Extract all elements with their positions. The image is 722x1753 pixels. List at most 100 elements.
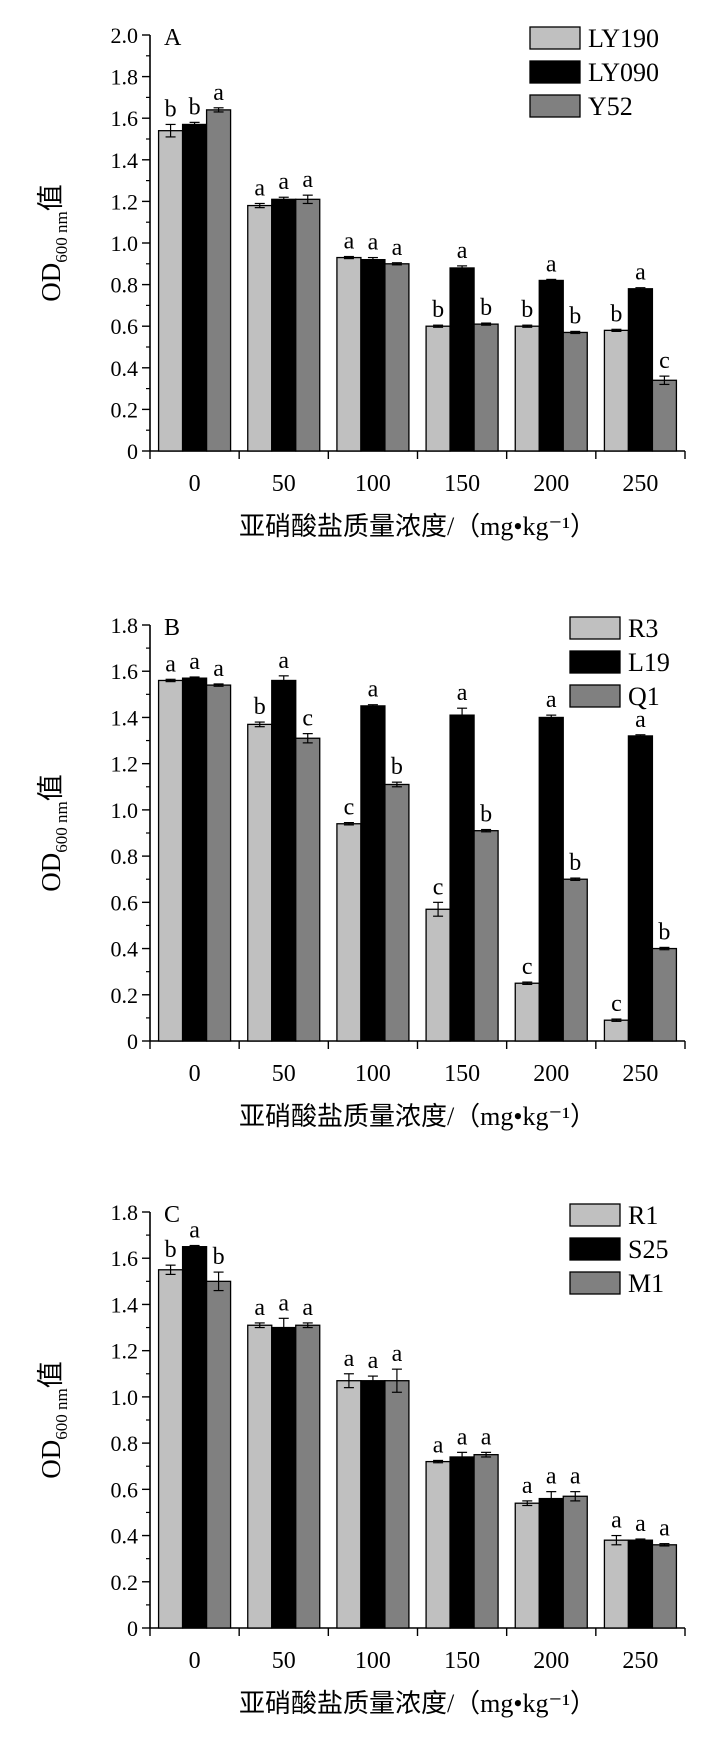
significance-letter: a [189, 649, 200, 675]
significance-letter: c [659, 348, 670, 374]
significance-letter: a [213, 80, 224, 106]
legend: R1 S25 M1 [569, 1201, 668, 1298]
legend-label: LY090 [588, 58, 659, 87]
significance-letter: a [165, 651, 176, 677]
y-axis-title: OD600 nm值 [36, 774, 71, 891]
significance-letter: b [480, 295, 492, 321]
significance-letter: a [278, 648, 289, 674]
y-axis-title-subscript: 600 nm [52, 211, 71, 262]
y-tick-label: 1.8 [111, 65, 139, 90]
bar-s25-0 [181, 1246, 208, 1629]
y-axis-title: OD600 nm值 [36, 184, 71, 301]
significance-letter: b [391, 754, 403, 780]
panel-label: A [164, 25, 182, 51]
bar-y52-150 [473, 323, 499, 452]
legend: LY190 LY090 Y52 [529, 24, 659, 121]
y-tick-label: 1.2 [111, 1339, 139, 1364]
x-tick-label: 100 [355, 1061, 391, 1087]
x-tick-label: 0 [189, 471, 201, 497]
bar-r3-250 [603, 1019, 630, 1042]
bar-s25-150 [449, 1456, 475, 1629]
error-bar [522, 981, 533, 985]
bar-l19-0 [181, 677, 208, 1042]
bar-y52-250 [651, 379, 678, 452]
error-bar [546, 714, 557, 721]
error-bar [391, 781, 402, 788]
chart-panel-b: 0 0.2 0.4 0.6 0.8 1.0 1.2 1.4 1.6 1.8 0 50 100 150 200… [36, 613, 686, 1131]
significance-letter: b [480, 802, 492, 828]
bar-q1-250 [651, 947, 678, 1042]
significance-letter: a [344, 1346, 355, 1372]
bar-ly190-50 [247, 204, 273, 452]
y-tick-label: 1.0 [111, 798, 139, 823]
x-tick-label: 0 [189, 1061, 201, 1087]
error-bar [302, 194, 313, 205]
x-tick-label: 200 [533, 1061, 569, 1087]
x-tick-label: 150 [444, 1648, 480, 1674]
bar-q1-100 [384, 783, 410, 1042]
significance-letter: b [189, 94, 201, 120]
significance-letter: a [522, 1473, 533, 1499]
x-axis-title: 亚硝酸盐质量浓度/（mg•kg⁻¹） [239, 1102, 596, 1131]
bar-l19-200 [538, 716, 564, 1042]
significance-letter: a [392, 1341, 403, 1367]
y-tick-label: 0.6 [111, 314, 139, 339]
error-bar [165, 1264, 176, 1276]
significance-letter: a [302, 167, 313, 193]
bar-r1-150 [425, 1460, 451, 1629]
significance-letter: a [546, 251, 557, 277]
legend-swatch-ly090 [529, 60, 581, 84]
bar-ly190-100 [336, 256, 362, 452]
y-tick-label: 1.2 [111, 752, 139, 777]
error-bar [481, 1451, 492, 1458]
error-bar [481, 322, 492, 326]
error-bar [343, 821, 354, 826]
y-tick-label: 1.4 [111, 705, 139, 730]
significance-letter: a [368, 230, 379, 256]
legend-swatch-m1 [569, 1271, 621, 1295]
error-bar [433, 901, 444, 917]
bar-r1-50 [247, 1324, 273, 1629]
legend-swatch-s25 [569, 1237, 621, 1261]
bar-ly090-50 [271, 198, 297, 452]
significance-letter: b [658, 919, 670, 945]
bar-ly190-150 [425, 325, 451, 452]
y-tick-label: 1.2 [111, 189, 139, 214]
bar-q1-200 [562, 878, 588, 1042]
bar-ly090-100 [360, 258, 386, 452]
error-bar [278, 1317, 289, 1338]
significance-letter: a [457, 680, 468, 706]
significance-letter: a [213, 656, 224, 682]
y-tick-labels: 0 0.2 0.4 0.6 0.8 1.0 1.2 1.4 1.6 1.8 2.0 [111, 23, 150, 464]
x-tick-label: 200 [533, 1648, 569, 1674]
y-axis-title: OD600 nm值 [36, 1361, 71, 1478]
error-bar [522, 1500, 533, 1507]
error-bar [254, 721, 265, 728]
bar-m1-50 [295, 1324, 321, 1629]
significance-letter: c [611, 991, 622, 1017]
error-bar [611, 1534, 622, 1546]
legend-swatch-y52 [529, 94, 581, 118]
significance-letter: a [635, 707, 646, 733]
bar-y52-100 [384, 263, 410, 452]
error-bar [367, 1375, 378, 1386]
significance-letter: a [546, 687, 557, 713]
bar-ly190-200 [514, 325, 540, 452]
significance-letter: a [278, 1290, 289, 1316]
y-axis-title-suffix: 值 [36, 774, 66, 801]
y-tick-label: 2.0 [111, 23, 139, 48]
error-bar [302, 733, 313, 744]
y-tick-label: 1.6 [111, 659, 139, 684]
bar-ly090-0 [181, 123, 208, 452]
y-tick-labels: 0 0.2 0.4 0.6 0.8 1.0 1.2 1.4 1.6 1.8 [111, 1200, 150, 1641]
y-tick-label: 1.6 [111, 106, 139, 131]
x-tick-label: 150 [444, 471, 480, 497]
chart-panel-a: 0 0.2 0.4 0.6 0.8 1.0 1.2 1.4 1.6 1.8 2.0 0 50 100 150… [36, 23, 686, 541]
bar-ly190-0 [157, 130, 184, 452]
error-bar [433, 1459, 444, 1464]
bar-m1-150 [473, 1454, 499, 1629]
legend-label: S25 [628, 1235, 668, 1264]
error-bar [302, 1322, 313, 1329]
bar-r3-100 [336, 823, 362, 1042]
